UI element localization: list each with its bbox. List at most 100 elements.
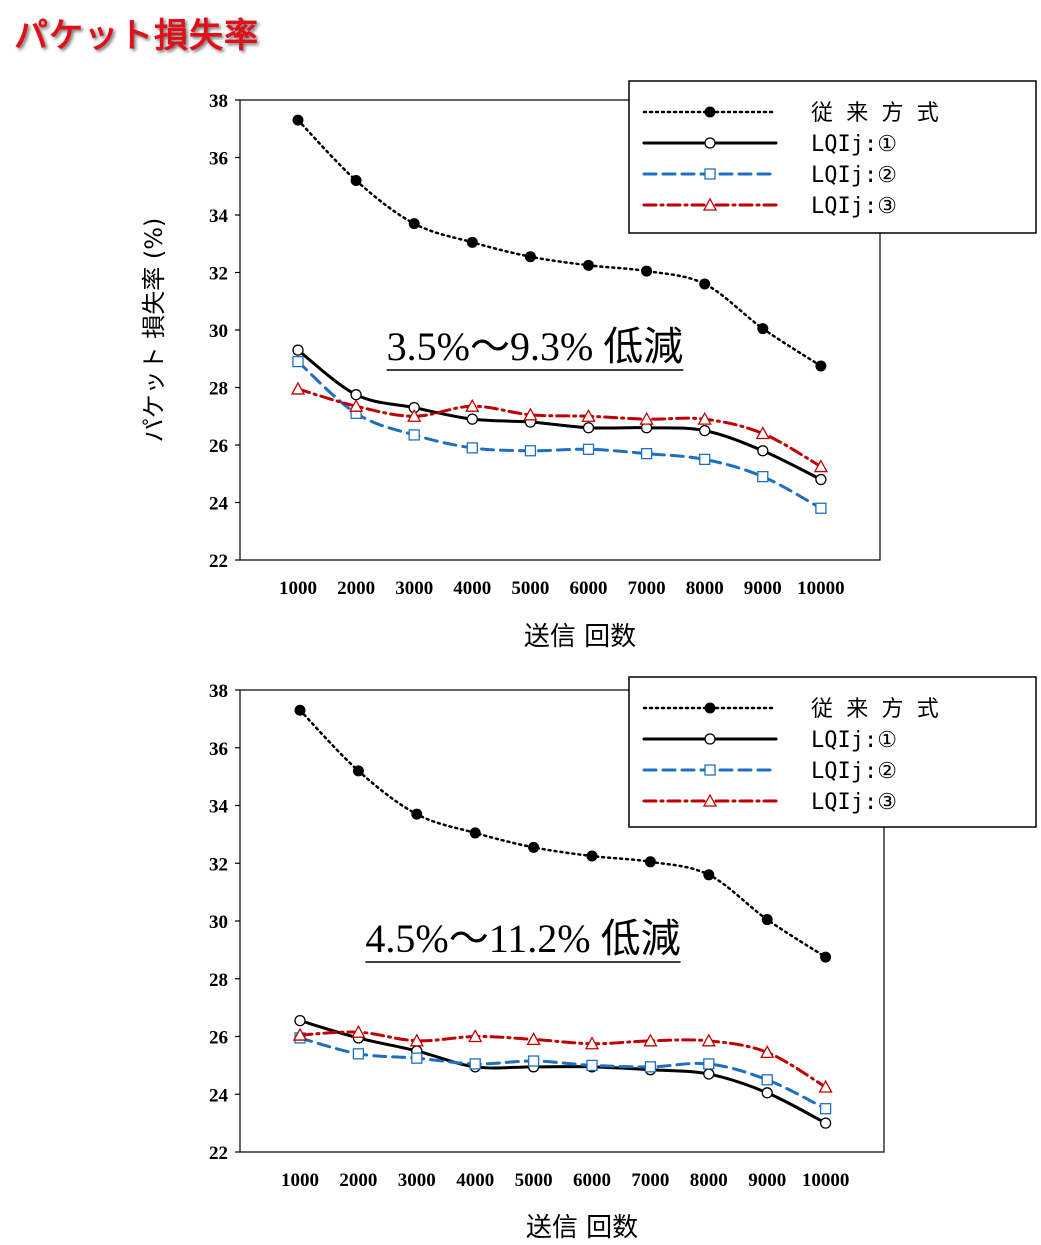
y-tick-label: 32	[209, 854, 228, 875]
legend-label: LQIj:①	[811, 132, 897, 157]
legend-marker	[702, 793, 718, 807]
legend-label: LQIj:③	[811, 790, 897, 815]
data-point	[351, 1024, 366, 1038]
legend-marker	[704, 733, 716, 745]
x-tick-label: 9000	[744, 578, 782, 599]
series-line	[296, 387, 823, 469]
x-tick-label: 10000	[797, 578, 845, 599]
y-tick-label: 32	[209, 264, 228, 285]
data-point	[582, 443, 595, 455]
series-2	[292, 344, 827, 486]
legend-item: LQIj:②	[642, 163, 897, 188]
data-point	[408, 218, 420, 230]
x-axis-label: 送信 回数	[524, 622, 636, 652]
x-tick-label: 6000	[573, 1170, 611, 1191]
data-point	[761, 1087, 773, 1099]
data-point	[586, 1059, 598, 1072]
series-4	[292, 1024, 833, 1093]
data-point	[815, 360, 827, 372]
y-tick-label: 22	[209, 1143, 228, 1164]
chart-2: 22 24 26 28 30 32 34 36 38 1000 2000 3000 4000 5000 60…	[209, 676, 1037, 1243]
data-point	[408, 429, 420, 441]
x-tick-label: 9000	[748, 1170, 786, 1191]
data-point	[760, 1045, 775, 1059]
reduction-annotation: 3.5%～9.3% 低減	[387, 324, 684, 369]
y-tick-label: 24	[209, 1085, 229, 1106]
data-point	[292, 344, 304, 356]
data-point	[703, 1058, 715, 1070]
x-tick-label: 7000	[628, 578, 666, 599]
data-point	[352, 1048, 365, 1060]
data-point	[292, 114, 304, 126]
series-line	[298, 1030, 828, 1089]
x-tick-label: 3000	[398, 1170, 436, 1191]
data-point	[643, 1033, 658, 1047]
data-point	[757, 445, 769, 457]
data-point	[469, 827, 481, 839]
data-point	[352, 765, 364, 777]
legend-marker	[704, 106, 716, 118]
x-tick-label: 2000	[339, 1170, 377, 1191]
series-line	[296, 360, 823, 510]
data-point	[820, 951, 832, 963]
y-tick-label: 26	[209, 1028, 228, 1049]
data-point	[409, 1033, 424, 1047]
y-tick-label: 26	[209, 436, 228, 457]
data-point	[641, 265, 653, 277]
data-point	[586, 850, 598, 862]
series-1	[294, 704, 832, 963]
y-tick-label: 34	[209, 797, 229, 818]
y-tick-label: 38	[209, 91, 228, 112]
legend-item: LQIj:①	[642, 132, 897, 157]
series-4	[290, 381, 828, 473]
data-point	[411, 808, 423, 820]
series-3	[292, 355, 827, 514]
x-tick-label: 1000	[281, 1170, 319, 1191]
data-point	[349, 398, 364, 412]
data-point	[466, 442, 478, 454]
data-point	[819, 1103, 832, 1115]
data-point	[757, 470, 769, 483]
data-point	[584, 1036, 600, 1050]
chart-1: 22 24 26 28 30 32 34 36 38 1000 2000 3000 4000 5000 60…	[140, 80, 1037, 652]
y-tick-label: 28	[209, 379, 228, 400]
legend-marker	[704, 137, 716, 149]
data-point	[528, 841, 540, 853]
data-point	[644, 1061, 657, 1073]
data-point	[523, 407, 538, 421]
x-tick-label: 4000	[456, 1170, 494, 1191]
x-tick-label: 3000	[395, 578, 433, 599]
data-point	[815, 502, 827, 514]
x-tick-label: 8000	[686, 578, 724, 599]
data-point	[583, 259, 594, 271]
data-point	[701, 1033, 716, 1047]
y-tick-label: 30	[209, 321, 228, 342]
data-point	[813, 459, 828, 473]
data-point	[699, 424, 711, 437]
series-line	[296, 348, 823, 481]
data-point	[699, 453, 711, 466]
data-point	[350, 389, 362, 401]
legend-marker	[704, 764, 716, 776]
x-axis-label: 送信 回数	[526, 1213, 638, 1243]
x-tick-label: 7000	[631, 1170, 669, 1191]
data-point	[644, 856, 656, 868]
legend-item: LQIj:③	[642, 790, 897, 815]
legend-label: LQIj:②	[811, 759, 897, 784]
x-tick-label: 6000	[570, 578, 608, 599]
data-point	[527, 1055, 540, 1067]
data-point	[818, 1079, 833, 1093]
data-point	[465, 398, 480, 412]
data-point	[581, 408, 596, 422]
x-tick-label: 2000	[337, 578, 375, 599]
data-point	[703, 869, 715, 881]
legend-label: 従 来 方 式	[811, 697, 939, 722]
y-tick-label: 30	[209, 912, 228, 933]
legend-item: LQIj:①	[642, 728, 897, 753]
data-point	[819, 1117, 832, 1129]
data-point	[294, 704, 306, 716]
legend-item: 従 来 方 式	[642, 101, 939, 126]
legend: 従 来 方 式 LQIj:① LQIj:② LQIj:③	[628, 80, 1037, 234]
x-tick-label: 1000	[279, 578, 317, 599]
